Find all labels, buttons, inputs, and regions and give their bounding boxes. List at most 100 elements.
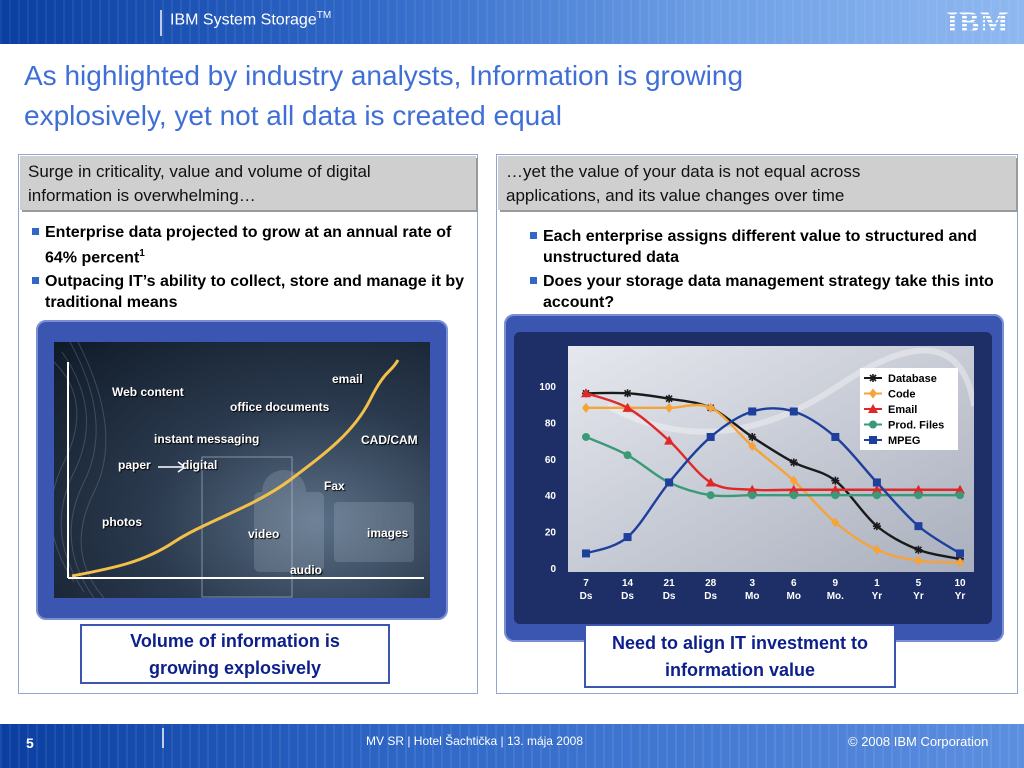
footer-band <box>0 724 1024 768</box>
data-point-mpeg <box>831 432 840 441</box>
data-point-mpeg <box>914 522 923 531</box>
page-number: 5 <box>26 735 34 751</box>
legend-marker-prod-files <box>869 420 877 429</box>
data-point-database <box>831 476 840 485</box>
growth-curve <box>71 359 400 578</box>
data-point-code <box>582 402 590 413</box>
data-value-chart: Data Value 0 20 40 60 80 100 7 Ds 14 Ds 21 Ds 28 Ds 3 Mo… <box>538 346 974 602</box>
y-tick-label: 40 <box>545 491 557 502</box>
label-photos: photos <box>102 515 142 529</box>
label-email: email <box>332 372 363 386</box>
x-tick-label: Mo <box>745 591 759 602</box>
series-line-prod-files <box>585 435 960 498</box>
data-point-database <box>914 545 923 554</box>
legend-marker-database <box>869 374 877 382</box>
data-point-code <box>872 544 881 555</box>
data-point-code <box>665 402 674 413</box>
data-point-prod-files <box>872 491 881 500</box>
x-tick-label: Mo <box>787 591 801 602</box>
data-point-mpeg <box>582 549 590 558</box>
y-tick-label: 0 <box>550 564 556 575</box>
ibm-logo: IBM <box>947 6 1010 38</box>
data-point-mpeg <box>623 533 632 542</box>
data-point-code <box>789 475 798 486</box>
chart-y-axis-label: Data Value <box>538 441 539 512</box>
bullet-square-icon <box>32 277 39 285</box>
label-images: images <box>367 526 409 540</box>
label-audio: audio <box>290 563 322 577</box>
ibm-logo-text: IBM <box>947 6 1010 38</box>
x-tick-label: Ds <box>621 591 634 602</box>
x-tick-label: Ds <box>663 591 676 602</box>
y-tick-label: 20 <box>545 528 557 539</box>
data-point-email <box>830 484 841 494</box>
x-tick-label: 9 <box>833 578 839 589</box>
x-tick-label: Ds <box>704 591 717 602</box>
data-point-code <box>956 557 964 568</box>
x-tick-label: 10 <box>954 578 966 589</box>
data-point-code <box>831 517 840 528</box>
data-point-code <box>914 555 923 566</box>
bullet-item: Outpacing IT’s ability to collect, store… <box>32 271 472 313</box>
x-tick-label: Ds <box>580 591 593 602</box>
x-tick-label: 3 <box>749 578 755 589</box>
x-tick-label: 1 <box>874 578 880 589</box>
right-caption: Need to align IT investment to informati… <box>584 624 896 688</box>
label-cad-cam: CAD/CAM <box>361 433 418 447</box>
bullet-square-icon <box>530 277 537 284</box>
data-point-prod-files <box>706 491 715 500</box>
data-point-prod-files <box>956 491 964 500</box>
right-bullet-list: Each enterprise assigns different value … <box>530 226 1000 316</box>
x-tick-label: 6 <box>791 578 797 589</box>
y-tick-label: 100 <box>539 382 556 393</box>
y-tick-label: 80 <box>545 418 557 429</box>
collage-graphic <box>54 342 424 598</box>
bullet-item: Enterprise data projected to grow at an … <box>32 222 472 268</box>
data-point-database <box>665 394 674 403</box>
data-point-database <box>748 432 757 441</box>
label-fax: Fax <box>324 479 345 493</box>
data-point-email <box>705 477 716 487</box>
data-point-database <box>623 389 632 398</box>
label-web-content: Web content <box>112 385 184 399</box>
page-title-line-2: explosively, yet not all data is created… <box>24 100 563 131</box>
legend-label-code: Code <box>888 389 916 401</box>
data-point-database <box>872 522 881 531</box>
data-point-code <box>748 441 757 452</box>
x-tick-label: 7 <box>583 578 589 589</box>
data-point-mpeg <box>872 478 881 487</box>
footer-event: MV SR | Hotel Šachtička | 13. mája 2008 <box>366 734 584 748</box>
bullet-square-icon <box>530 232 537 239</box>
data-point-email <box>788 484 799 494</box>
series-line-database <box>585 391 961 561</box>
data-point-prod-files <box>623 451 632 460</box>
legend-marker-email <box>868 404 878 413</box>
label-video: video <box>248 527 280 541</box>
label-paper: paper <box>118 458 151 472</box>
data-point-database <box>789 458 798 467</box>
data-point-mpeg <box>789 407 798 416</box>
x-tick-label: Yr <box>913 591 924 602</box>
information-growth-collage: email Web content office documents insta… <box>54 342 430 598</box>
data-point-email <box>581 388 591 398</box>
data-point-prod-files <box>789 491 798 500</box>
data-point-email <box>664 435 675 445</box>
x-tick-label: 14 <box>622 578 634 589</box>
x-tick-label: Yr <box>955 591 966 602</box>
legend-marker-code <box>869 388 877 399</box>
data-point-prod-files <box>748 491 757 500</box>
page-title-line-1: As highlighted by industry analysts, Inf… <box>24 60 744 91</box>
series-line-email <box>585 392 960 492</box>
legend-label-prod-files: Prod. Files <box>888 420 944 432</box>
label-office-documents: office documents <box>230 400 330 414</box>
page-title: As highlighted by industry analysts, Inf… <box>24 56 984 136</box>
product-name: IBM System StorageTM <box>170 10 332 29</box>
bullet-item: Each enterprise assigns different value … <box>530 226 1000 268</box>
footer-copyright: © 2008 IBM Corporation <box>848 734 989 749</box>
data-point-prod-files <box>582 432 590 441</box>
legend-label-database: Database <box>888 373 937 385</box>
x-tick-label: Yr <box>872 591 883 602</box>
y-tick-label: 60 <box>545 455 557 466</box>
data-point-code <box>706 402 715 413</box>
series-line-code <box>586 403 961 564</box>
